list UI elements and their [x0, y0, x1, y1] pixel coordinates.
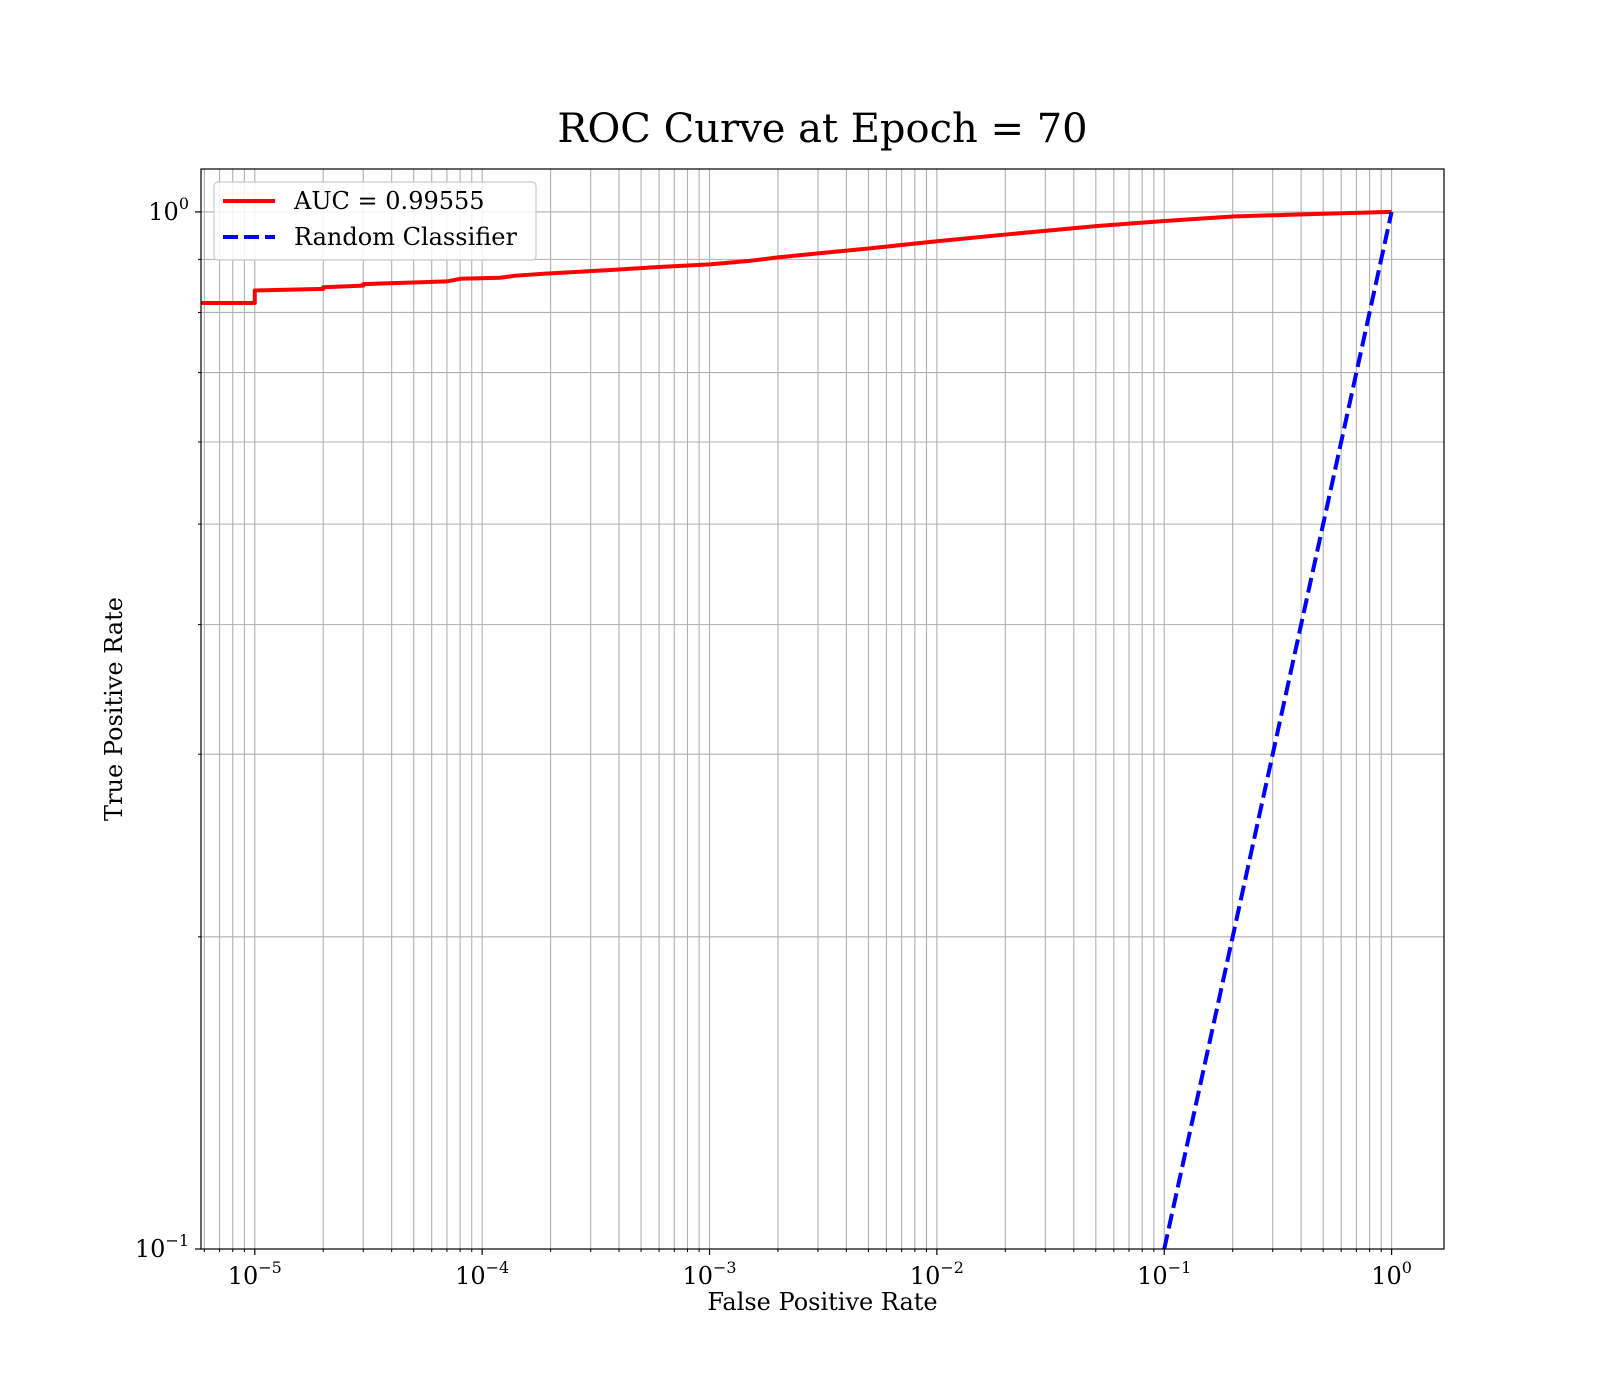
x-tick-label: 10−3	[682, 1258, 736, 1290]
x-tick-label: 10−2	[910, 1258, 964, 1290]
x-tick-label: 10−4	[455, 1258, 509, 1290]
y-tick-label: 100	[148, 194, 189, 226]
x-tick-label: 100	[1371, 1258, 1412, 1290]
y-axis-label: True Positive Rate	[100, 597, 128, 821]
legend-box	[213, 181, 537, 261]
plot-frame	[200, 168, 1445, 1250]
legend-label: AUC = 0.99555	[293, 187, 485, 215]
grid	[201, 169, 1444, 1250]
legend-label: Random Classifier	[294, 223, 517, 251]
x-tick-label: 10−5	[228, 1258, 282, 1290]
x-axis-label: False Positive Rate	[707, 1288, 937, 1316]
series-line-random-classifier	[1162, 211, 1394, 1250]
legend: AUC = 0.99555 Random Classifier	[213, 181, 537, 261]
chart-title: ROC Curve at Epoch = 70	[557, 106, 1087, 152]
x-tick-label: 10−1	[1137, 1258, 1191, 1290]
axis-ticks: 10−5 10−4 10−3 10−2 10−1 100 10−1 100	[135, 194, 1412, 1290]
series-line-roc	[201, 209, 1392, 305]
series-layer	[201, 209, 1394, 1250]
y-tick-label: 10−1	[135, 1231, 189, 1263]
